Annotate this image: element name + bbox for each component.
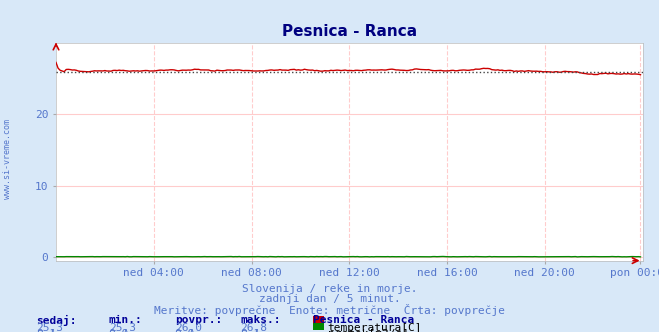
Text: 26,8: 26,8 [241, 323, 268, 332]
Text: sedaj:: sedaj: [36, 315, 76, 326]
Text: pretok[m3/s]: pretok[m3/s] [328, 329, 409, 332]
Text: www.si-vreme.com: www.si-vreme.com [3, 120, 13, 199]
Text: 26,0: 26,0 [175, 323, 202, 332]
Text: 0,1: 0,1 [36, 329, 57, 332]
Text: povpr.:: povpr.: [175, 315, 222, 325]
Text: 25,3: 25,3 [109, 323, 136, 332]
Text: Pesnica - Ranca: Pesnica - Ranca [313, 315, 415, 325]
Text: min.:: min.: [109, 315, 142, 325]
Text: zadnji dan / 5 minut.: zadnji dan / 5 minut. [258, 294, 401, 304]
Title: Pesnica - Ranca: Pesnica - Ranca [281, 24, 417, 39]
Text: 25,3: 25,3 [36, 323, 63, 332]
Text: Meritve: povprečne  Enote: metrične  Črta: povprečje: Meritve: povprečne Enote: metrične Črta:… [154, 304, 505, 316]
Text: 0,1: 0,1 [241, 329, 261, 332]
Text: maks.:: maks.: [241, 315, 281, 325]
Text: 0,0: 0,0 [175, 329, 195, 332]
Text: temperatura[C]: temperatura[C] [328, 323, 422, 332]
Text: 0,0: 0,0 [109, 329, 129, 332]
Text: Slovenija / reke in morje.: Slovenija / reke in morje. [242, 284, 417, 294]
